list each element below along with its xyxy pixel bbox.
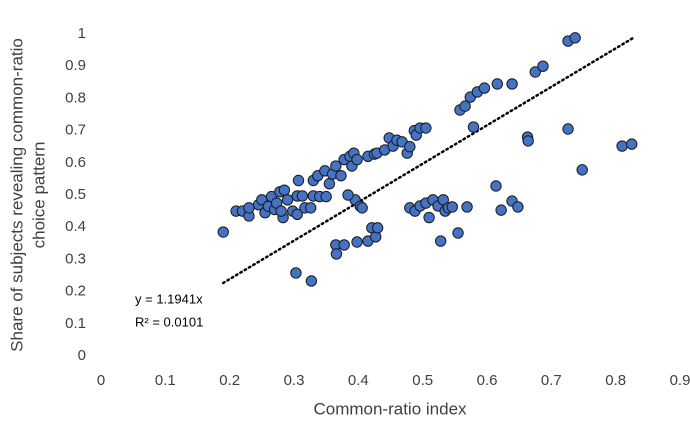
point: [467, 121, 480, 133]
point: [296, 190, 309, 202]
point: [217, 226, 229, 238]
y-tick-label: 0.9: [65, 57, 86, 74]
point: [478, 82, 491, 94]
point: [330, 160, 342, 172]
point: [616, 140, 628, 152]
y-tick-label: 1: [78, 25, 86, 42]
y-tick-label: 0.3: [65, 250, 86, 267]
y-axis-title: choice pattern: [29, 142, 48, 249]
point: [506, 78, 518, 90]
point: [512, 201, 524, 213]
point: [626, 138, 638, 150]
point: [461, 201, 473, 213]
x-tick-label: 0.7: [541, 372, 562, 389]
point: [330, 248, 343, 260]
point: [371, 222, 384, 234]
x-axis-title: Common-ratio index: [313, 399, 467, 418]
point: [335, 169, 347, 182]
point: [278, 184, 291, 196]
y-tick-label: 0.7: [65, 122, 86, 139]
y-tick-label: 0.1: [65, 315, 86, 332]
point: [290, 267, 302, 279]
point: [569, 32, 581, 44]
point: [291, 208, 303, 221]
x-tick-label: 0.1: [155, 372, 176, 389]
point: [420, 122, 432, 134]
point: [423, 211, 435, 224]
y-tick-label: 0.2: [65, 283, 86, 300]
point: [452, 227, 464, 239]
trendline-r2: R² = 0.0101: [135, 314, 203, 329]
point: [351, 153, 363, 166]
point: [305, 275, 318, 287]
x-tick-label: 0.2: [219, 372, 240, 389]
point: [459, 100, 471, 112]
point: [522, 135, 534, 147]
point: [490, 180, 502, 192]
x-tick-label: 0.8: [605, 372, 626, 389]
point: [338, 239, 350, 251]
point: [491, 78, 503, 90]
x-tick-label: 0.6: [477, 372, 498, 389]
trendline-equation: y = 1.1941x: [135, 291, 203, 306]
point: [320, 190, 332, 203]
point: [404, 141, 416, 153]
y-tick-label: 0.5: [65, 186, 86, 203]
point: [562, 123, 574, 135]
y-tick-label: 0.4: [65, 218, 86, 235]
x-tick-label: 0: [97, 372, 105, 389]
y-tick-label: 0.8: [65, 89, 86, 106]
y-tick-label: 0: [78, 347, 86, 364]
x-tick-label: 0.3: [284, 372, 305, 389]
trendline: [221, 35, 637, 285]
point: [305, 202, 317, 214]
y-axis-title: Share of subjects revealing common-ratio: [7, 38, 26, 352]
point: [434, 235, 447, 247]
point: [323, 178, 336, 190]
point: [437, 194, 449, 206]
point: [446, 201, 458, 213]
x-tick-label: 0.4: [348, 372, 369, 389]
point: [537, 60, 549, 72]
point: [529, 66, 541, 78]
point: [243, 202, 255, 214]
x-tick-label: 0.5: [412, 372, 433, 389]
point: [356, 202, 368, 214]
y-tick-label: 0.6: [65, 154, 86, 171]
point: [275, 205, 287, 217]
x-tick-label: 0.9: [670, 372, 690, 389]
point: [281, 194, 294, 206]
point: [342, 189, 354, 201]
point: [292, 174, 305, 187]
point: [351, 236, 363, 248]
point: [576, 164, 588, 176]
point: [495, 204, 507, 216]
